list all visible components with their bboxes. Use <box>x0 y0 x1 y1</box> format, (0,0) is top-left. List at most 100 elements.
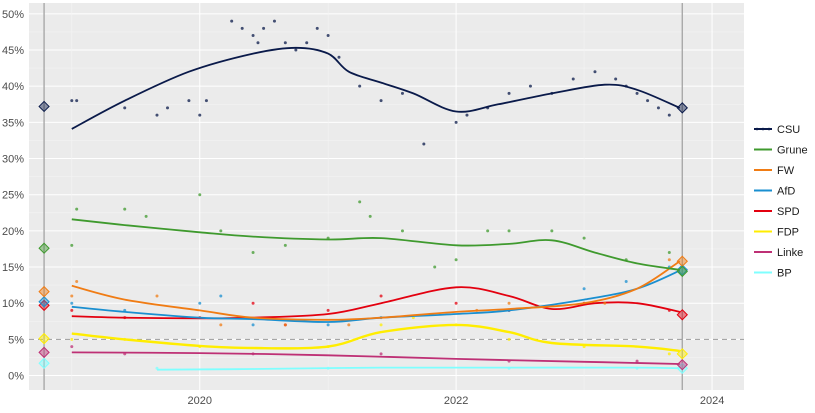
poll-point-csu <box>337 55 341 59</box>
poll-point-csu <box>528 84 532 88</box>
axis-labels: 0% 5% 10% 15% 20% 25% 30% 35% 40% 45% 50% 2020 2022 2… <box>2 9 724 407</box>
poll-point-csu <box>123 106 127 110</box>
poll-point-csu <box>358 84 362 88</box>
poll-point-fdp <box>507 337 511 341</box>
poll-point-spd <box>379 294 383 298</box>
result-marker-csu <box>38 100 50 113</box>
poll-point-grune <box>75 207 79 211</box>
poll-point-csu <box>262 26 266 30</box>
poll-point-csu <box>422 142 426 146</box>
series-csu <box>38 19 688 146</box>
result-marker-linke <box>38 346 50 359</box>
series-bp <box>38 357 688 375</box>
legend-label-bp: BP <box>777 268 792 280</box>
poll-point-grune <box>667 251 671 255</box>
poll-point-csu <box>454 120 458 124</box>
series-fdp <box>38 316 688 360</box>
legend-item-fdp: FDP <box>754 227 799 239</box>
result-marker-linke <box>676 358 688 371</box>
legend-item-bp: BP <box>754 268 792 280</box>
poll-point-csu <box>614 77 618 81</box>
poll-point-csu <box>155 113 159 117</box>
poll-point-csu <box>75 99 79 103</box>
poll-point-fw <box>70 294 74 298</box>
poll-point-csu <box>256 41 260 45</box>
poll-point-afd <box>251 323 255 327</box>
legend-swatch-dot <box>755 127 759 131</box>
poll-point-csu <box>635 91 639 95</box>
poll-point-linke <box>379 352 383 356</box>
poll-point-fdp <box>667 352 671 356</box>
poll-point-afd <box>582 287 586 291</box>
y-tick-label: 10% <box>2 298 24 310</box>
legend-item-afd: AfD <box>754 186 795 198</box>
poll-point-afd <box>198 301 202 305</box>
y-tick-label: 20% <box>2 226 24 238</box>
poll-point-csu <box>465 113 469 117</box>
poll-point-grune <box>70 243 74 247</box>
trend-line-grune <box>71 218 680 271</box>
trend-line-fw <box>71 260 681 321</box>
trend-line-bp <box>156 366 680 371</box>
result-marker-spd <box>676 309 688 321</box>
poll-point-fw <box>603 301 607 305</box>
poll-point-csu <box>283 41 287 45</box>
poll-point-grune <box>144 214 148 218</box>
legend-label-csu: CSU <box>777 124 800 136</box>
result-marker-fdp <box>38 332 50 345</box>
poll-point-fw <box>507 301 511 305</box>
poll-point-spd <box>251 301 255 305</box>
y-tick-label: 45% <box>2 45 24 57</box>
y-tick-label: 5% <box>8 334 24 346</box>
y-tick-label: 30% <box>2 154 24 166</box>
poll-point-fw <box>347 323 351 327</box>
poll-point-linke <box>635 359 639 363</box>
x-tick-label: 2020 <box>188 395 212 407</box>
poll-point-grune <box>454 258 458 262</box>
y-tick-label: 50% <box>2 9 24 21</box>
poll-point-csu <box>656 106 660 110</box>
poll-point-csu <box>315 26 319 30</box>
legend-swatch-dot <box>767 127 771 131</box>
trend-line-csu <box>71 46 681 130</box>
poll-point-grune <box>400 229 404 233</box>
poll-point-grune <box>550 229 554 233</box>
legend-item-spd: SPD <box>754 206 800 218</box>
poll-point-csu <box>240 26 244 30</box>
poll-point-spd <box>326 308 330 312</box>
series-lines <box>38 19 688 375</box>
poll-point-spd <box>70 308 74 312</box>
y-tick-label: 25% <box>2 190 24 202</box>
poll-point-grune <box>582 236 586 240</box>
series-grune <box>38 193 688 278</box>
poll-point-fw <box>75 279 79 283</box>
poll-point-grune <box>251 251 255 255</box>
poll-point-csu <box>230 19 234 23</box>
poll-point-csu <box>294 48 298 52</box>
x-tick-label: 2024 <box>700 395 724 407</box>
poll-point-afd <box>624 279 628 283</box>
y-tick-label: 0% <box>8 371 24 383</box>
result-marker-fdp <box>676 348 688 360</box>
legend-label-fdp: FDP <box>777 227 799 239</box>
poll-point-grune <box>123 207 127 211</box>
result-marker-fw <box>38 285 50 298</box>
legend-item-grune: Grune <box>754 145 808 157</box>
poll-point-afd <box>70 301 74 305</box>
poll-point-csu <box>251 34 255 38</box>
y-tick-label: 40% <box>2 81 24 93</box>
legend-label-afd: AfD <box>777 186 795 198</box>
poll-point-afd <box>326 323 330 327</box>
result-marker-grune <box>676 265 688 278</box>
y-tick-label: 35% <box>2 117 24 129</box>
poll-point-csu <box>198 113 202 117</box>
result-marker-afd <box>676 264 688 276</box>
poll-point-csu <box>379 99 383 103</box>
result-marker-csu <box>676 102 688 114</box>
poll-point-spd <box>454 301 458 305</box>
poll-point-fw <box>283 323 287 327</box>
trend-line-linke <box>71 351 680 365</box>
legend-swatch-dot <box>761 127 765 131</box>
poll-point-csu <box>272 19 276 23</box>
poll-point-grune <box>507 229 511 233</box>
